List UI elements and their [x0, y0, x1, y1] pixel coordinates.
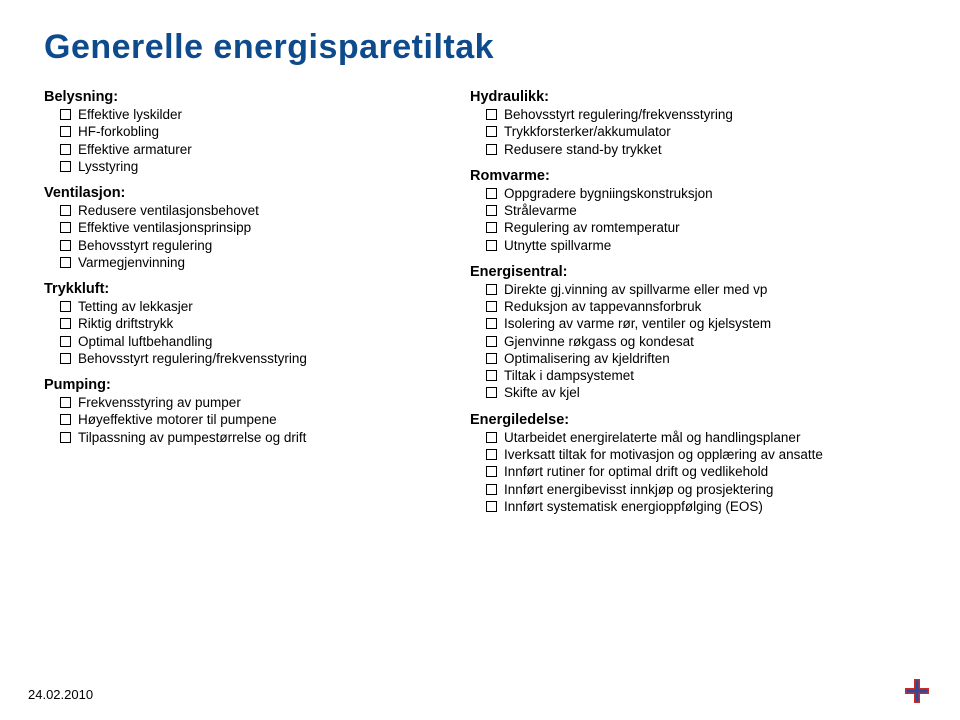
content-columns: Belysning: Effektive lyskilder HF-forkob… — [44, 89, 916, 521]
list-item: Utarbeidet energirelaterte mål og handli… — [470, 429, 916, 446]
section-head-trykkluft: Trykkluft: — [44, 281, 434, 297]
section-head-energisentral: Energisentral: — [470, 264, 916, 280]
logo-icon — [902, 676, 932, 706]
list-item: Varmegjenvinning — [44, 254, 434, 271]
list-item: Tiltak i dampsystemet — [470, 367, 916, 384]
section-head-energiledelse: Energiledelse: — [470, 412, 916, 428]
list-item: Effektive lyskilder — [44, 106, 434, 123]
list-item: Innført rutiner for optimal drift og ved… — [470, 463, 916, 480]
list-item: Riktig driftstrykk — [44, 315, 434, 332]
section-head-ventilasjon: Ventilasjon: — [44, 185, 434, 201]
footer-date: 24.02.2010 — [28, 687, 93, 702]
list-item: Skifte av kjel — [470, 384, 916, 401]
list-item: Redusere stand-by trykket — [470, 141, 916, 158]
left-column: Belysning: Effektive lyskilder HF-forkob… — [44, 89, 434, 521]
list-energiledelse: Utarbeidet energirelaterte mål og handli… — [470, 429, 916, 515]
list-item: Innført energibevisst innkjøp og prosjek… — [470, 481, 916, 498]
section-head-hydraulikk: Hydraulikk: — [470, 89, 916, 105]
list-item: Lysstyring — [44, 158, 434, 175]
section-head-romvarme: Romvarme: — [470, 168, 916, 184]
list-item: Tetting av lekkasjer — [44, 298, 434, 315]
list-item: Behovsstyrt regulering — [44, 237, 434, 254]
list-pumping: Frekvensstyring av pumper Høyeffektive m… — [44, 394, 434, 446]
list-item: Optimalisering av kjeldriften — [470, 350, 916, 367]
list-energisentral: Direkte gj.vinning av spillvarme eller m… — [470, 281, 916, 402]
section-head-pumping: Pumping: — [44, 377, 434, 393]
page-title: Generelle energisparetiltak — [44, 28, 916, 67]
list-item: Utnytte spillvarme — [470, 237, 916, 254]
list-item: Strålevarme — [470, 202, 916, 219]
list-item: Behovsstyrt regulering/frekvensstyring — [44, 350, 434, 367]
list-item: Tilpassning av pumpestørrelse og drift — [44, 429, 434, 446]
list-item: Redusere ventilasjonsbehovet — [44, 202, 434, 219]
list-item: Frekvensstyring av pumper — [44, 394, 434, 411]
list-hydraulikk: Behovsstyrt regulering/frekvensstyring T… — [470, 106, 916, 158]
list-item: Behovsstyrt regulering/frekvensstyring — [470, 106, 916, 123]
right-column: Hydraulikk: Behovsstyrt regulering/frekv… — [470, 89, 916, 521]
list-item: Oppgradere bygniingskonstruksjon — [470, 185, 916, 202]
list-item: Effektive ventilasjonsprinsipp — [44, 219, 434, 236]
list-item: Iverksatt tiltak for motivasjon og opplæ… — [470, 446, 916, 463]
list-item: Isolering av varme rør, ventiler og kjel… — [470, 315, 916, 332]
list-trykkluft: Tetting av lekkasjer Riktig driftstrykk … — [44, 298, 434, 367]
section-head-belysning: Belysning: — [44, 89, 434, 105]
list-item: Innført systematisk energioppfølging (EO… — [470, 498, 916, 515]
list-item: Gjenvinne røkgass og kondesat — [470, 333, 916, 350]
list-ventilasjon: Redusere ventilasjonsbehovet Effektive v… — [44, 202, 434, 271]
list-belysning: Effektive lyskilder HF-forkobling Effekt… — [44, 106, 434, 175]
list-romvarme: Oppgradere bygniingskonstruksjon Strålev… — [470, 185, 916, 254]
list-item: Trykkforsterker/akkumulator — [470, 123, 916, 140]
list-item: Reduksjon av tappevannsforbruk — [470, 298, 916, 315]
list-item: Direkte gj.vinning av spillvarme eller m… — [470, 281, 916, 298]
list-item: Effektive armaturer — [44, 141, 434, 158]
list-item: Høyeffektive motorer til pumpene — [44, 411, 434, 428]
list-item: HF-forkobling — [44, 123, 434, 140]
list-item: Regulering av romtemperatur — [470, 219, 916, 236]
list-item: Optimal luftbehandling — [44, 333, 434, 350]
